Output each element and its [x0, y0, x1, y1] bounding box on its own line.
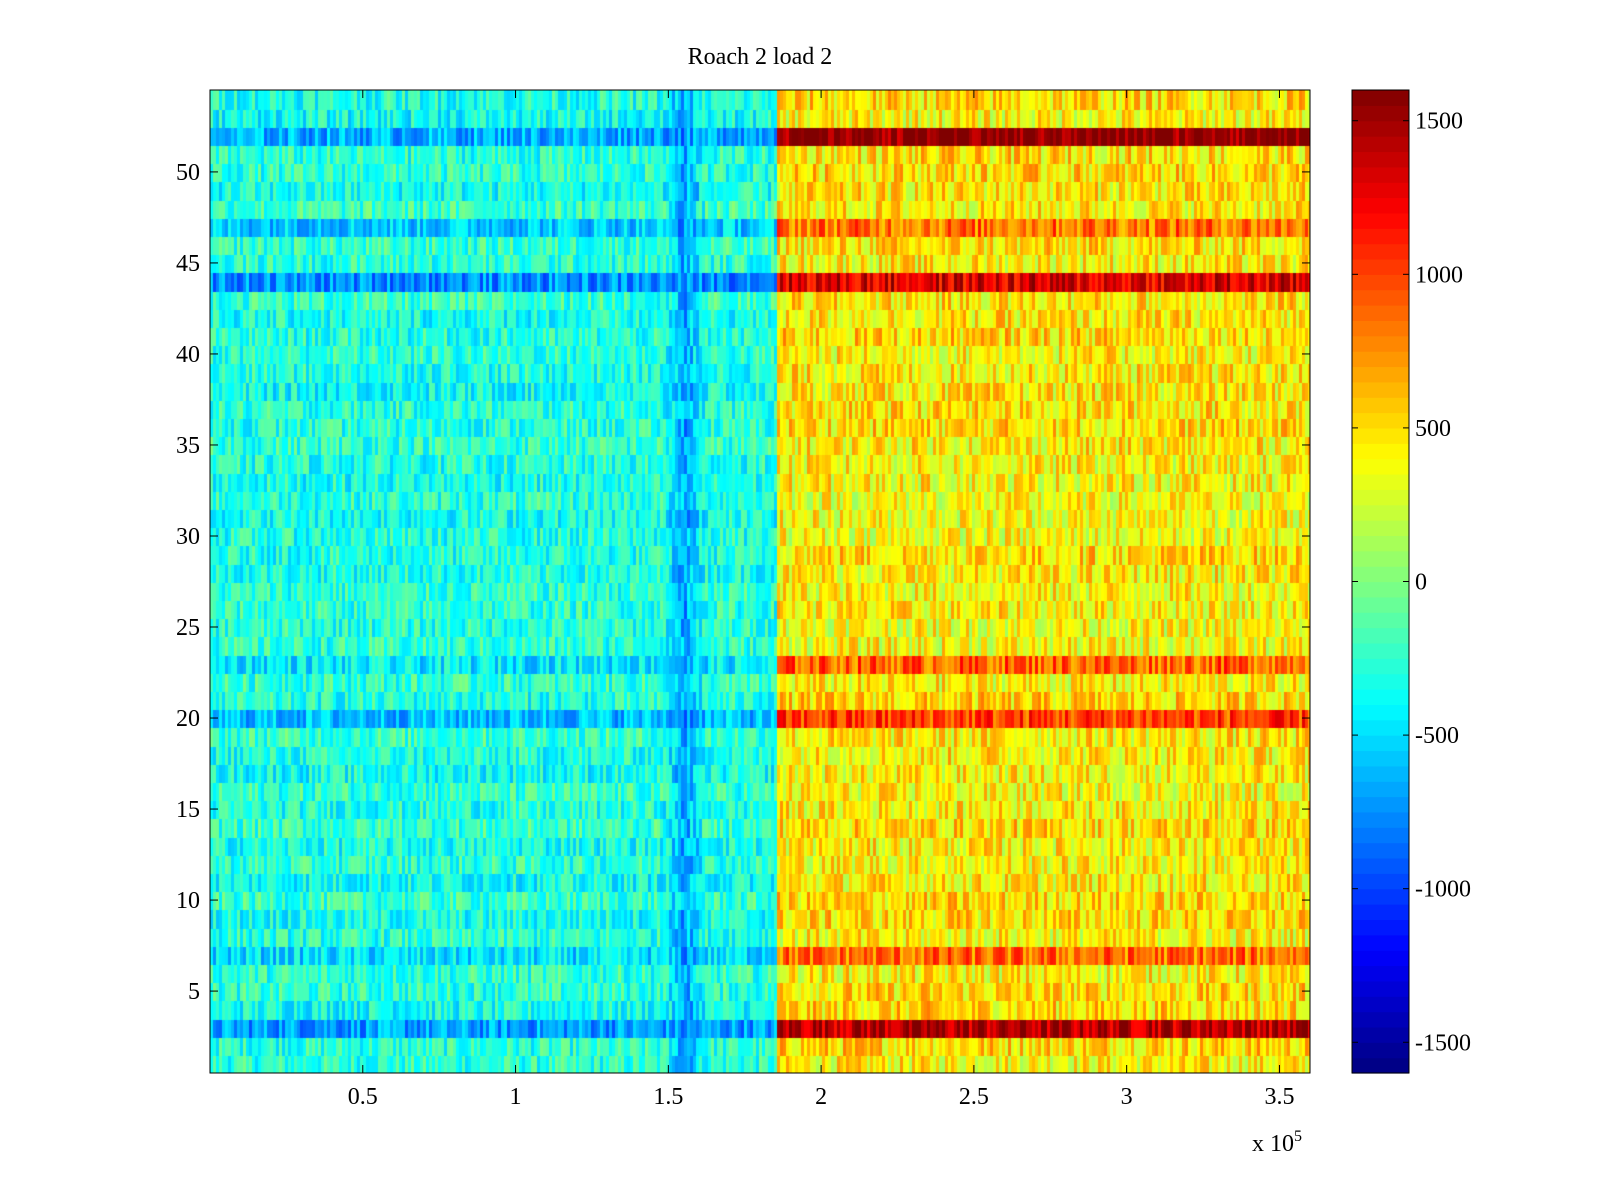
- x-tick-label: 1.5: [653, 1084, 683, 1110]
- y-axis: 5 10 15 20 25 30 35 40 45 50: [176, 160, 1310, 1005]
- colorbar-swatch: [1352, 689, 1409, 705]
- colorbar-swatch: [1352, 520, 1409, 537]
- colorbar-swatch: [1352, 750, 1409, 767]
- y-tick-label: 45: [176, 251, 200, 277]
- colorbar-swatch: [1352, 950, 1409, 967]
- colorbar-swatch: [1352, 796, 1409, 813]
- y-tick-label: 15: [176, 797, 200, 823]
- x-tick-label: 2.5: [959, 1084, 989, 1110]
- colorbar-swatch: [1352, 351, 1409, 368]
- colorbar-swatch: [1352, 473, 1409, 490]
- colorbar-swatch: [1352, 443, 1409, 460]
- y-tick-label: 5: [188, 979, 200, 1005]
- colorbar-swatch: [1352, 197, 1409, 214]
- x-tick-label: 3: [1121, 1084, 1133, 1110]
- y-tick-label: 10: [176, 888, 200, 914]
- colorbar-swatch: [1352, 596, 1409, 613]
- colorbar-swatch: [1352, 1026, 1409, 1043]
- colorbar-swatch: [1352, 704, 1409, 721]
- colorbar-swatch: [1352, 151, 1409, 168]
- colorbar-swatch: [1352, 427, 1409, 444]
- colorbar-swatch: [1352, 719, 1409, 736]
- chart-title: Roach 2 load 2: [687, 44, 833, 70]
- colorbar-swatch: [1352, 873, 1409, 890]
- colorbar-swatch: [1352, 904, 1409, 921]
- colorbar-swatch: [1352, 965, 1409, 982]
- y-tick-label: 25: [176, 615, 200, 641]
- colorbar-swatch: [1352, 289, 1409, 306]
- y-tick-label: 35: [176, 433, 200, 459]
- x-tick-label: 1: [510, 1084, 522, 1110]
- plot-frame: [209, 89, 1311, 1074]
- colorbar-swatch: [1352, 919, 1409, 936]
- colorbar-swatch: [1352, 566, 1409, 583]
- colorbar-swatch: [1352, 504, 1409, 521]
- colorbar-swatch: [1352, 811, 1409, 828]
- x-axis: 0.5 1 1.5 2 2.5 3 3.5: [348, 90, 1294, 1110]
- colorbar-swatch: [1352, 550, 1409, 567]
- x-tick-label: 3.5: [1264, 1084, 1294, 1110]
- colorbar-swatch: [1352, 980, 1409, 997]
- colorbar-swatch: [1352, 320, 1409, 337]
- heatmap-area: [210, 90, 1310, 1073]
- colorbar-swatch: [1352, 781, 1409, 798]
- colorbar-swatch: [1352, 243, 1409, 260]
- colorbar-swatch: [1352, 397, 1409, 414]
- colorbar-swatch: [1352, 1011, 1409, 1028]
- colorbar-swatch: [1352, 888, 1409, 905]
- colorbar-swatch: [1352, 258, 1409, 275]
- colorbar-tick-label: 0: [1415, 570, 1427, 596]
- colorbar-swatch: [1352, 1057, 1409, 1074]
- colorbar-swatch: [1352, 673, 1409, 690]
- colorbar-swatch: [1352, 305, 1409, 321]
- colorbar-swatch: [1352, 182, 1409, 199]
- colorbar-tick-label: 500: [1415, 416, 1451, 442]
- x-axis-multiplier: x 105: [1252, 1128, 1302, 1157]
- colorbar-swatch: [1352, 458, 1409, 475]
- colorbar-swatch: [1352, 90, 1409, 106]
- colorbar-tick-label: 1500: [1415, 109, 1463, 135]
- colorbar-swatch: [1352, 934, 1409, 951]
- colorbar-swatch: [1352, 581, 1409, 598]
- heatmap-image: [210, 90, 1310, 1073]
- colorbar-swatch: [1352, 381, 1409, 398]
- colorbar-swatch: [1352, 642, 1409, 659]
- colorbar-swatch: [1352, 274, 1409, 291]
- colorbar-tick-label: -1000: [1415, 877, 1471, 903]
- x-tick-label: 0.5: [348, 1084, 378, 1110]
- colorbar-tick-label: -500: [1415, 723, 1459, 749]
- colorbar-swatch: [1352, 105, 1409, 122]
- y-tick-label: 20: [176, 706, 200, 732]
- colorbar-swatch: [1352, 627, 1409, 644]
- colorbar-swatch: [1352, 842, 1409, 859]
- colorbar-swatch: [1352, 996, 1409, 1013]
- colorbar-swatch: [1352, 166, 1409, 183]
- colorbar-swatch: [1352, 658, 1409, 675]
- colorbar-swatch: [1352, 765, 1409, 782]
- y-tick-label: 50: [176, 160, 200, 186]
- x-tick-label: 2: [815, 1084, 827, 1110]
- colorbar-swatch: [1352, 857, 1409, 874]
- colorbar-tick-label: 1000: [1415, 262, 1463, 288]
- y-tick-label: 40: [176, 342, 200, 368]
- colorbar-swatch: [1352, 120, 1409, 137]
- colorbar-swatch: [1352, 212, 1409, 229]
- colorbar-swatch: [1352, 136, 1409, 153]
- colorbar-swatch: [1352, 412, 1409, 429]
- colorbar-swatch: [1352, 827, 1409, 844]
- colorbar-swatch: [1352, 612, 1409, 629]
- colorbar-swatch: [1352, 535, 1409, 552]
- colorbar-swatch: [1352, 366, 1409, 383]
- colorbar-swatch: [1352, 228, 1409, 245]
- colorbar-swatch: [1352, 489, 1409, 506]
- colorbar-tick-label: -1500: [1415, 1030, 1471, 1056]
- y-tick-label: 30: [176, 524, 200, 550]
- colorbar-swatch: [1352, 1042, 1409, 1059]
- colorbar-swatch: [1352, 335, 1409, 352]
- colorbar: -1500 -1000 -500 0 500 1000 1500: [1351, 89, 1471, 1074]
- colorbar-swatch: [1352, 735, 1409, 752]
